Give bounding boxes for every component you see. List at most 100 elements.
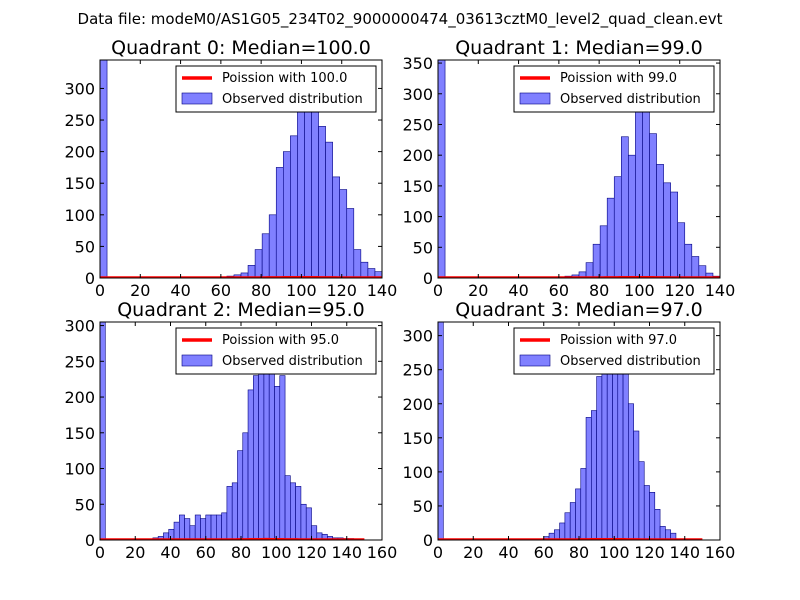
quad-1-xtick-label: 40: [508, 281, 528, 300]
quad-1-ytick-label: 0: [423, 269, 433, 288]
quad-2-bar: [253, 375, 259, 540]
quad-0-bar: [353, 249, 362, 278]
quad-3-bar: [575, 488, 582, 540]
quad-2-bar: [268, 353, 275, 540]
quad-2-xtick-label: 160: [367, 543, 398, 562]
quad-1-legend: Poission with 99.0 Observed distribution: [513, 65, 715, 113]
quad-1-legend-label-observed: Observed distribution: [560, 92, 701, 107]
quad-2-bar: [284, 475, 291, 540]
quad-2-xtick-label: 100: [261, 543, 292, 562]
quad-2-ytick-label: 100: [64, 460, 95, 479]
quad-2-bar: [194, 514, 201, 540]
quad-1-ytick-label: 300: [402, 85, 433, 104]
quad-2-bar: [100, 322, 106, 540]
quad-2-bar: [258, 368, 265, 540]
quad-1-bar: [677, 222, 686, 278]
quad-3-ytick-label: 100: [402, 463, 433, 482]
quad-2-legend-box: [175, 327, 377, 375]
quad-0-bar: [339, 189, 348, 278]
quad-3-xtick-label: 160: [705, 543, 736, 562]
quad-3-bar: [438, 322, 444, 540]
quad-0-bar: [332, 176, 340, 278]
quad-0-bar: [261, 233, 270, 278]
quad-2-bar: [189, 525, 196, 540]
quad-0-ytick-label: 250: [64, 111, 95, 130]
quad-1-bar: [663, 182, 671, 278]
quad-0-bar: [325, 141, 333, 278]
quad-2-bar: [263, 364, 270, 540]
quad-0-xtick-label: 80: [251, 281, 271, 300]
quad-0-bar: [275, 167, 284, 278]
quad-1-bar: [670, 191, 679, 278]
quad-3-bar: [601, 362, 608, 540]
quad-3-bar: [649, 492, 656, 540]
quad-3-panel: Quadrant 3: Median=97.00 20 40 60 80 100 120 14…: [402, 299, 735, 562]
quad-1-xtick-label: 140: [705, 281, 736, 300]
quad-2-bar: [210, 514, 217, 540]
quad-3-bar: [628, 403, 634, 540]
quad-3-xtick-label: 20: [463, 543, 483, 562]
quad-1-xtick-label: 120: [664, 281, 695, 300]
quad-2-bar: [200, 518, 207, 540]
quad-1-xtick-label: 20: [468, 281, 488, 300]
figure-suptitle: Data file: modeM0/AS1G05_234T02_90000004…: [78, 10, 723, 29]
quad-3-bar: [596, 376, 603, 540]
quad-1-bar: [642, 111, 650, 278]
quad-3-bar: [617, 355, 624, 540]
quad-2-legend-patch: [181, 354, 213, 367]
quad-1-panel: Quadrant 1: Median=99.0 0 20 40 60 80 100 120 14…: [402, 37, 735, 300]
quad-1-bars: [438, 60, 720, 278]
quad-2-xtick-label: 40: [160, 543, 180, 562]
quad-2-bar: [226, 486, 233, 540]
quad-0-bar: [311, 100, 319, 278]
quad-3-bar: [564, 512, 571, 540]
quad-0-bar: [100, 60, 108, 278]
quad-2-bar: [295, 486, 302, 540]
quad-0-xtick-label: 140: [367, 281, 398, 300]
quad-2-legend-label-poisson: Poission with 95.0: [222, 333, 339, 348]
quad-0-ytick-label: 300: [64, 79, 95, 98]
quad-1-ytick-label: 50: [413, 238, 433, 257]
quad-0-panel: Quadrant 0: Median=100.0 0 20 40 60 80 100 120 1…: [64, 37, 397, 300]
quad-2-ytick-label: 50: [75, 495, 95, 514]
quad-2-bar: [305, 507, 312, 540]
quad-0-legend: Poission with 100.0 Observed distribution: [175, 65, 377, 113]
quad-0-legend-patch: [181, 92, 213, 105]
quad-1-legend-label-poisson: Poission with 99.0: [560, 71, 677, 86]
quad-3-bar: [633, 430, 640, 540]
quad-2-bar: [205, 514, 212, 540]
quad-1-ytick-label: 350: [402, 54, 433, 73]
quad-2-bar: [274, 386, 281, 540]
quad-2-xtick-label: 20: [125, 543, 145, 562]
quad-1-bar: [691, 256, 700, 278]
quad-1-xtick-label: 0: [433, 281, 443, 300]
quad-0-legend-label-observed: Observed distribution: [222, 92, 363, 107]
quad-0-title: Quadrant 0: Median=100.0: [111, 37, 371, 59]
quad-2-bar: [216, 514, 222, 540]
quad-2-ytick-label: 0: [85, 531, 95, 550]
quad-2-bar: [242, 432, 249, 540]
quad-2-bar: [221, 512, 228, 540]
quad-0-bar: [290, 135, 298, 278]
quad-0-ytick-label: 0: [85, 269, 95, 288]
quad-1-bar: [585, 262, 594, 278]
quad-3-bar: [638, 461, 645, 540]
quad-3-bar: [643, 485, 650, 540]
quad-0-bar: [254, 249, 263, 278]
quad-3-xtick-label: 60: [534, 543, 554, 562]
quad-2-xtick-label: 80: [231, 543, 251, 562]
quad-0-bar: [247, 265, 256, 278]
quad-0-legend-label-poisson: Poission with 100.0: [222, 71, 347, 86]
quad-0-xtick-label: 0: [95, 281, 105, 300]
quad-3-xtick-label: 140: [669, 543, 700, 562]
quad-3-ytick-label: 0: [423, 531, 433, 550]
quad-1-bar: [592, 243, 601, 278]
quad-1-xtick-label: 80: [589, 281, 609, 300]
quad-3-xtick-label: 0: [433, 543, 443, 562]
quad-3-xtick-label: 40: [498, 543, 518, 562]
quad-2-bar: [279, 375, 286, 540]
quad-1-bar: [606, 197, 615, 278]
quad-0-bar: [282, 151, 291, 278]
quad-1-xtick-label: 100: [624, 281, 655, 300]
quad-1-ytick-label: 150: [402, 177, 433, 196]
